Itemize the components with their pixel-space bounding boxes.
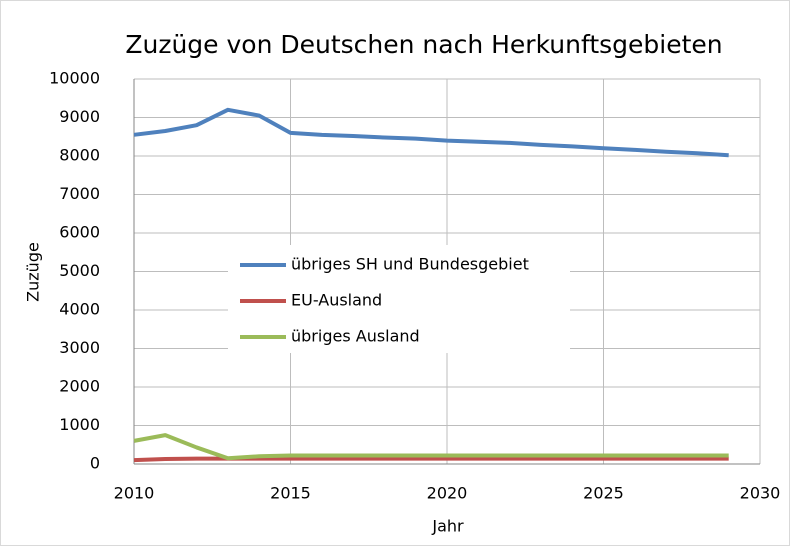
line-series	[133, 107, 729, 158]
legend-label: EU-Ausland	[291, 291, 382, 310]
y-tick-label: 4000	[59, 300, 100, 319]
y-tick-label: 5000	[59, 261, 100, 280]
y-tick-label: 9000	[59, 107, 100, 126]
y-tick-label: 6000	[59, 223, 100, 242]
y-tick-label: 2000	[59, 377, 100, 396]
y-tick-label: 3000	[59, 338, 100, 357]
y-tick-label: 10000	[49, 69, 100, 88]
y-tick-label: 1000	[59, 415, 100, 434]
y-axis-label: Zuzüge	[24, 242, 43, 302]
legend-label: übriges SH und Bundesgebiet	[291, 255, 529, 274]
x-tick-label: 2020	[427, 484, 468, 503]
x-axis-label: Jahr	[431, 517, 464, 536]
x-tick-label: 2010	[114, 484, 155, 503]
y-tick-label: 7000	[59, 184, 100, 203]
legend-label: übriges Ausland	[291, 327, 420, 346]
x-tick-label: 2015	[270, 484, 311, 503]
line-series	[133, 433, 729, 461]
x-tick-label: 2030	[740, 484, 781, 503]
y-tick-label: 8000	[59, 146, 100, 165]
chart-title: Zuzüge von Deutschen nach Herkunftsgebie…	[125, 30, 722, 59]
line-series	[133, 456, 729, 463]
x-tick-label: 2025	[583, 484, 624, 503]
y-tick-label: 0	[90, 454, 100, 473]
